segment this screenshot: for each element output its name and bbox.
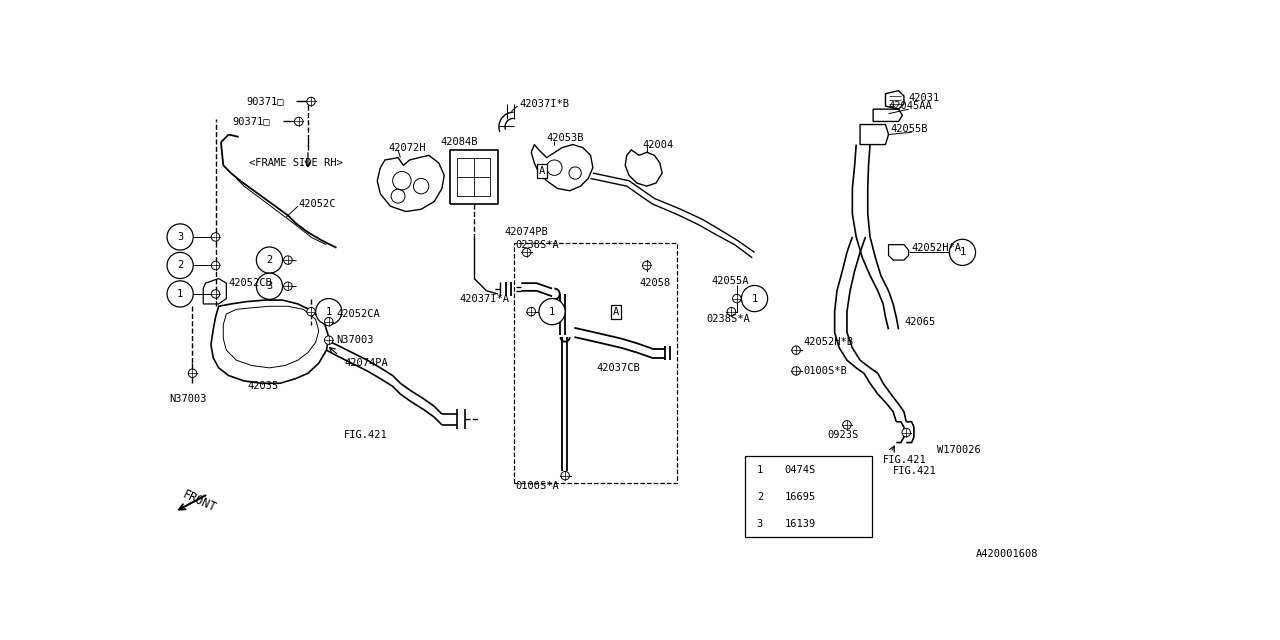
Circle shape (316, 298, 342, 324)
Circle shape (539, 298, 566, 324)
Text: 0238S*A: 0238S*A (516, 239, 559, 250)
Circle shape (741, 285, 768, 312)
Text: 1: 1 (751, 294, 758, 303)
Circle shape (168, 224, 193, 250)
Text: 3: 3 (266, 281, 273, 291)
Text: 90371□: 90371□ (233, 116, 270, 127)
Text: 42004: 42004 (643, 140, 673, 150)
Text: 1: 1 (959, 247, 965, 257)
Bar (745, 456, 872, 537)
Text: 3: 3 (177, 232, 183, 242)
Text: FIG.421: FIG.421 (893, 466, 937, 476)
Circle shape (211, 233, 220, 241)
Text: <FRAME SIDE RH>: <FRAME SIDE RH> (250, 158, 343, 168)
Text: 42037I*A: 42037I*A (460, 294, 509, 303)
Circle shape (561, 472, 570, 480)
Text: A: A (539, 166, 545, 176)
Text: 16695: 16695 (785, 492, 815, 502)
Text: 0238S*A: 0238S*A (707, 314, 750, 324)
Text: 0100S*A: 0100S*A (516, 481, 559, 492)
Circle shape (256, 247, 283, 273)
Text: 42045AA: 42045AA (888, 101, 932, 111)
Text: W170026: W170026 (937, 445, 980, 455)
Text: 90371□: 90371□ (246, 97, 284, 106)
Circle shape (522, 248, 531, 257)
Circle shape (950, 239, 975, 266)
Text: 42065: 42065 (904, 317, 936, 326)
Circle shape (749, 486, 771, 508)
Circle shape (168, 281, 193, 307)
Text: 42052H*A: 42052H*A (911, 243, 961, 253)
Text: 42037CB: 42037CB (596, 363, 640, 373)
Circle shape (842, 420, 851, 429)
Circle shape (256, 273, 283, 300)
Text: N37003: N37003 (169, 394, 207, 404)
Bar (513, 243, 677, 483)
Text: 1: 1 (177, 289, 183, 299)
Text: 0474S: 0474S (785, 465, 815, 475)
Circle shape (284, 256, 292, 264)
Text: 42037I*B: 42037I*B (518, 99, 568, 109)
Text: 1: 1 (549, 307, 556, 317)
Text: 16139: 16139 (785, 519, 815, 529)
Text: 42074PB: 42074PB (504, 227, 549, 237)
Circle shape (643, 261, 652, 269)
Text: 42031: 42031 (909, 93, 940, 103)
Text: 2: 2 (266, 255, 273, 265)
Text: 42058: 42058 (639, 278, 671, 288)
Text: 1: 1 (756, 465, 763, 475)
Circle shape (211, 261, 220, 269)
Text: 42052CB: 42052CB (229, 278, 273, 288)
Text: 42052H*B: 42052H*B (804, 337, 854, 348)
Circle shape (188, 369, 197, 378)
Text: 2: 2 (756, 492, 763, 502)
Text: 42035: 42035 (248, 381, 279, 391)
Text: 0923S: 0923S (827, 430, 858, 440)
Circle shape (325, 336, 333, 344)
Circle shape (211, 290, 220, 298)
Circle shape (325, 317, 333, 326)
Text: 3: 3 (756, 519, 763, 529)
Circle shape (749, 459, 771, 481)
Circle shape (792, 367, 800, 375)
Text: 42055B: 42055B (891, 124, 928, 134)
Text: FIG.421: FIG.421 (344, 430, 388, 440)
Text: 42055A: 42055A (712, 276, 749, 286)
Circle shape (307, 97, 315, 106)
Text: 42053B: 42053B (547, 133, 584, 143)
Text: 42072H: 42072H (388, 143, 425, 152)
Circle shape (294, 117, 303, 125)
Text: 1: 1 (325, 307, 332, 317)
Text: 42052C: 42052C (298, 199, 335, 209)
Text: FIG.421: FIG.421 (883, 455, 927, 465)
Text: 42074PA: 42074PA (344, 358, 388, 368)
Text: N37003: N37003 (337, 335, 374, 345)
Circle shape (902, 428, 910, 436)
Circle shape (732, 294, 741, 303)
Text: 2: 2 (177, 260, 183, 271)
Text: FRONT: FRONT (180, 488, 218, 515)
Circle shape (284, 282, 292, 291)
Circle shape (527, 307, 535, 316)
Circle shape (307, 307, 315, 316)
Circle shape (727, 307, 736, 316)
Text: 42084B: 42084B (440, 137, 477, 147)
Circle shape (749, 513, 771, 534)
Text: 42052CA: 42052CA (337, 309, 380, 319)
Circle shape (792, 346, 800, 355)
Text: A: A (613, 307, 620, 317)
Text: A420001608: A420001608 (975, 549, 1038, 559)
Circle shape (168, 252, 193, 278)
Text: 0100S*B: 0100S*B (804, 366, 847, 376)
